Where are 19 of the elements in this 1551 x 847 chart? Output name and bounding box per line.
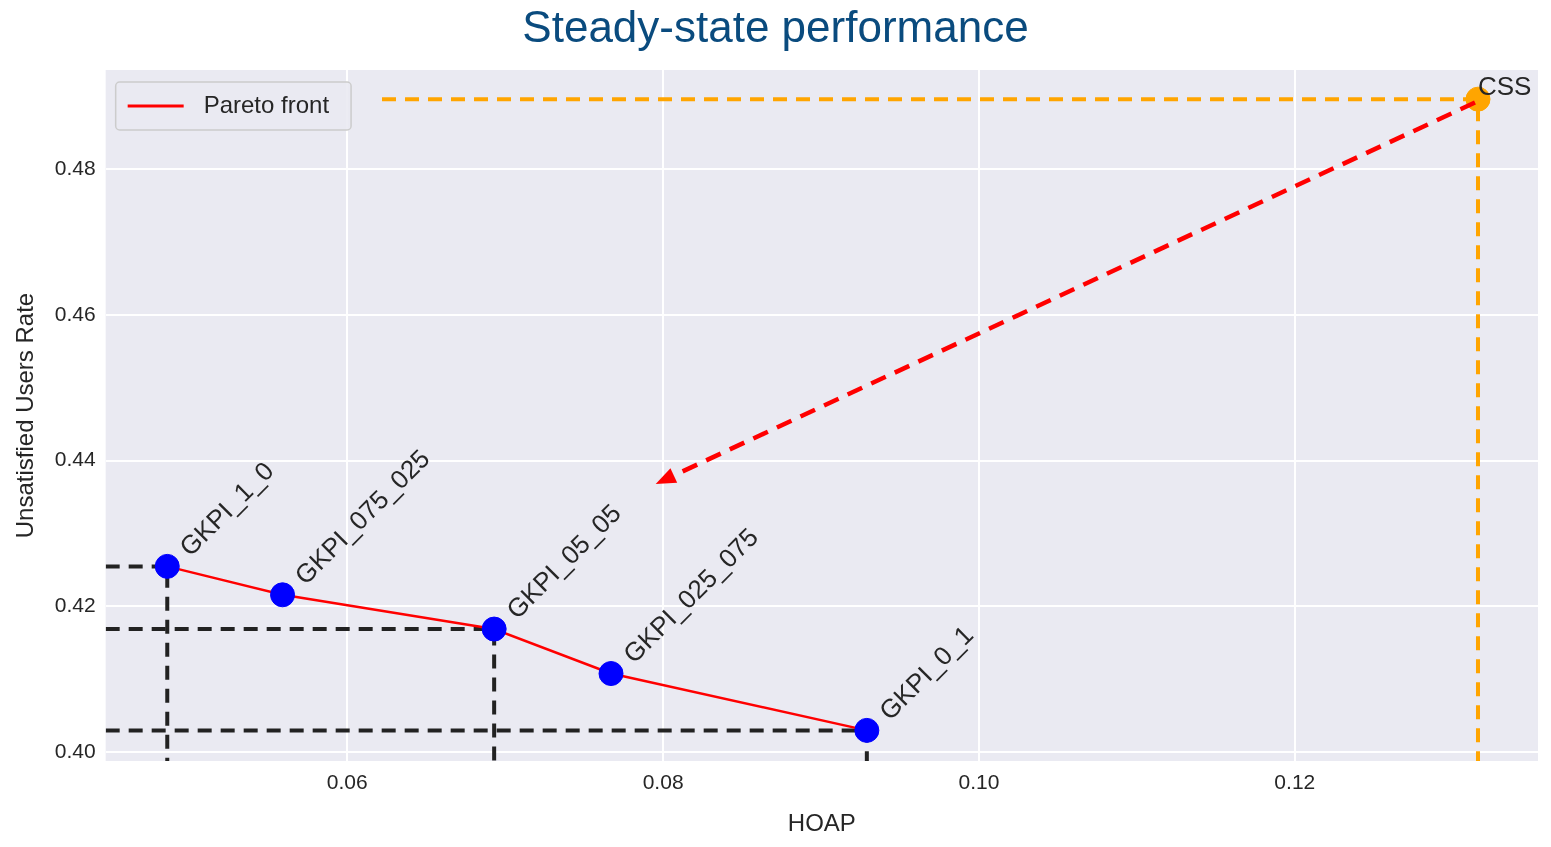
point — [598, 661, 624, 687]
x-axis-title: HOAP — [787, 809, 856, 837]
x-tick-label: 0.06 — [326, 770, 368, 794]
y-tick-label: 0.42 — [54, 593, 96, 617]
annotation: CSS — [1477, 71, 1532, 102]
point — [481, 616, 507, 642]
y-axis-title: Unsatisfied Users Rate — [11, 292, 39, 539]
point — [854, 717, 880, 743]
legend-label: Pareto front — [203, 90, 330, 118]
y-tick-label: 0.40 — [54, 739, 96, 763]
x-tick-label: 0.12 — [1274, 770, 1316, 794]
point — [154, 553, 180, 579]
point — [270, 582, 296, 608]
chart-title: Steady-state performance — [521, 2, 1030, 52]
y-tick-label: 0.44 — [54, 447, 96, 471]
y-tick-label: 0.46 — [54, 301, 96, 325]
y-tick-label: 0.48 — [54, 155, 96, 179]
x-tick-label: 0.10 — [958, 770, 1000, 794]
x-tick-label: 0.08 — [642, 770, 684, 794]
